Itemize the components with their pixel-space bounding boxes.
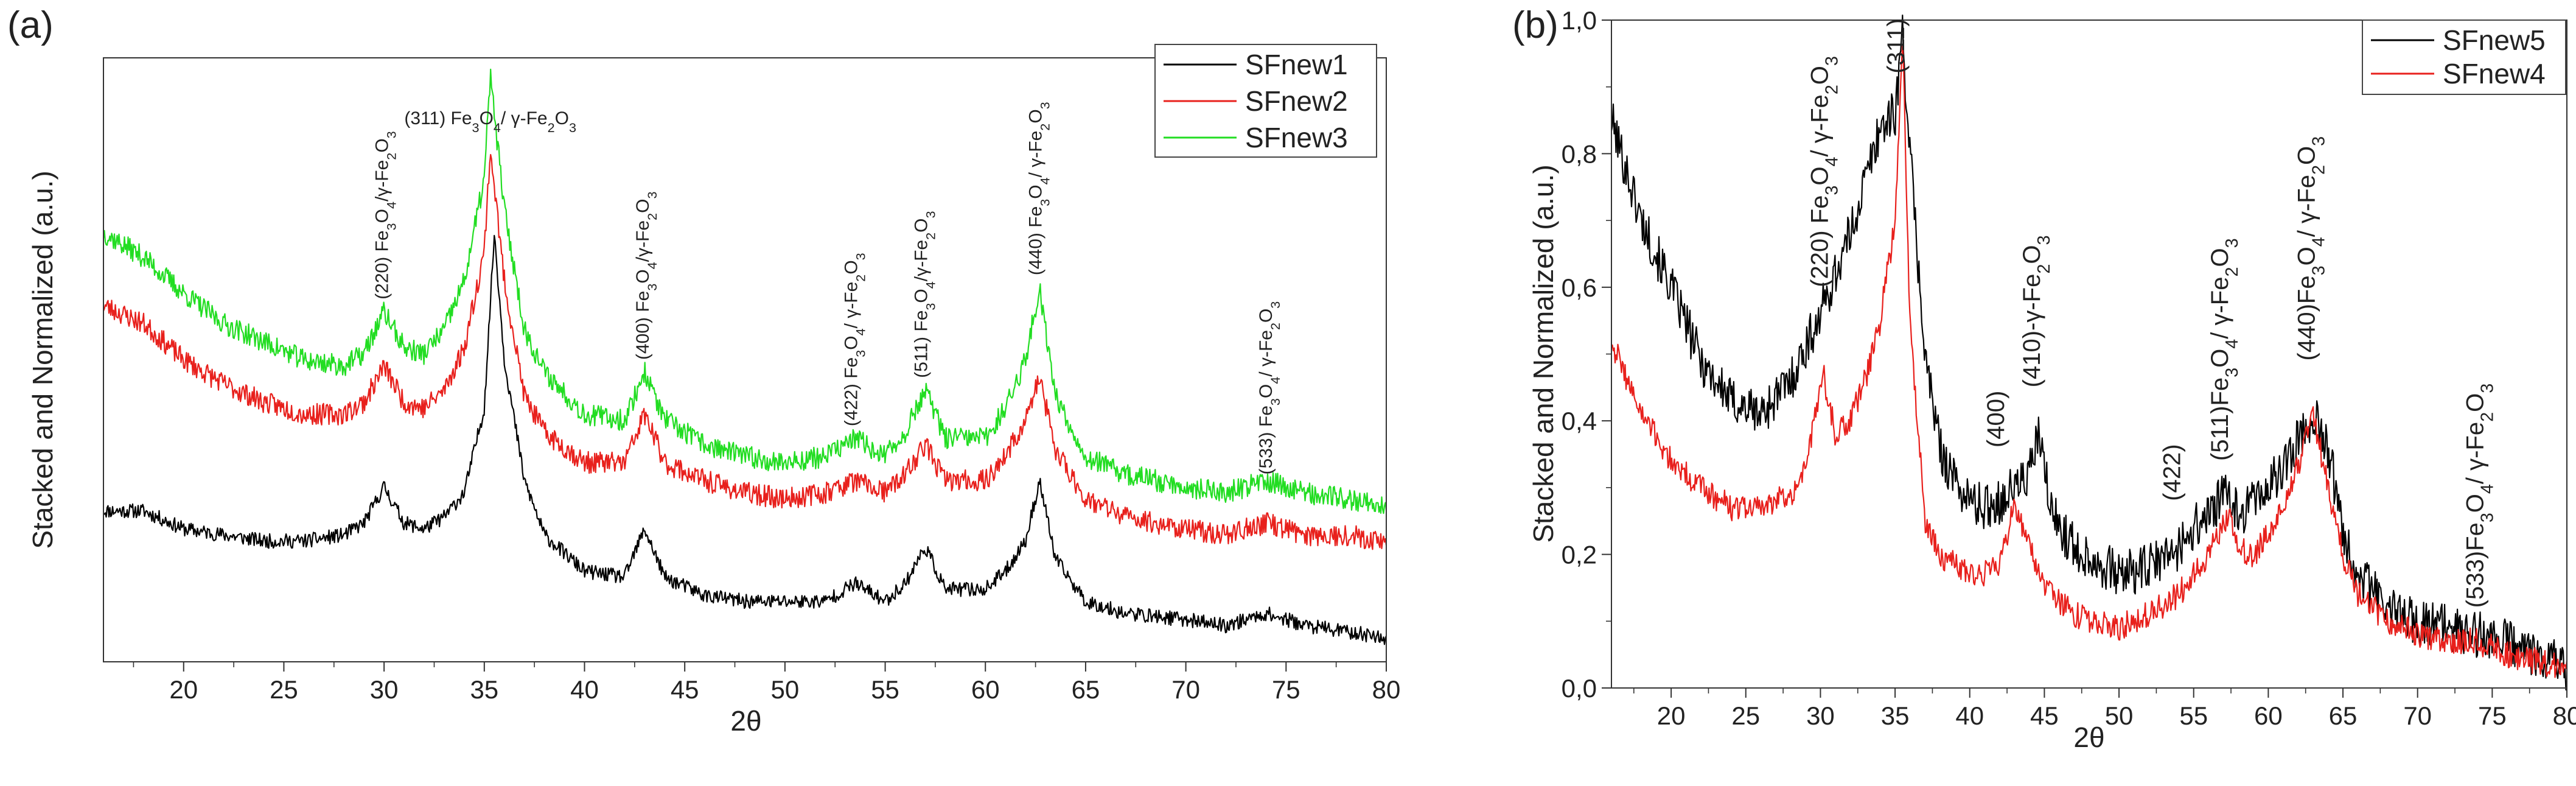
panel-label: (b) [1512, 4, 1559, 46]
x-tick-label: 55 [871, 675, 899, 704]
peak-annotation: (440)Fe3O4/ γ-Fe2O3 [2293, 136, 2328, 361]
y-tick-label: 0,6 [1562, 273, 1597, 302]
x-tick-label: 35 [470, 675, 498, 704]
x-tick-label: 70 [2403, 701, 2432, 730]
legend-box [2362, 19, 2566, 95]
legend: SFnew1 SFnew2 SFnew3 [1154, 44, 1377, 158]
x-tick-label: 35 [1881, 701, 1910, 730]
x-tick-label: 40 [570, 675, 599, 704]
x-tick-label: 45 [2030, 701, 2059, 730]
series-group [102, 68, 1387, 645]
x-axis-title: 2θ [2073, 721, 2104, 753]
x-tick-label: 25 [270, 675, 298, 704]
plot-frame [1611, 19, 2567, 689]
panel-a: (a) 20 25 30 35 40 45 50 55 60 65 70 75 80 2θ Stacked a… [7, 4, 1400, 737]
panel-b: (b) 20 25 30 35 40 45 50 55 60 65 70 75 80 0,0 0,2 0,4 0,… [1512, 4, 2576, 753]
x-tick-label: 70 [1171, 675, 1200, 704]
x-tick-label: 30 [1806, 701, 1835, 730]
x-tick-label: 80 [1372, 675, 1401, 704]
series-line-sfnew2 [102, 153, 1387, 550]
legend-label: SFnew1 [1245, 49, 1348, 80]
peak-annotation: (311) Fe3O4/ γ-Fe2O3 [404, 108, 576, 135]
x-tick-label: 75 [2478, 701, 2507, 730]
x-tick-label: 30 [370, 675, 399, 704]
peak-annotation: (533) Fe3O4/ γ-Fe2O3 [1256, 301, 1283, 475]
y-tick-label: 1,0 [1562, 6, 1597, 35]
x-tick-label: 75 [1272, 675, 1300, 704]
x-tick-label: 50 [771, 675, 800, 704]
legend-label: SFnew3 [1245, 122, 1348, 153]
x-tick-label: 80 [2553, 701, 2576, 730]
y-axis-title: Stacked and Normalized (a.u.) [1527, 164, 1559, 542]
y-axis-title: Stacked and Normalized (a.u.) [27, 170, 58, 549]
x-tick-label: 45 [671, 675, 699, 704]
peak-annotation: (440) Fe3O4/ γ-Fe2O3 [1025, 102, 1052, 275]
peak-annotation: (533)Fe3O4/ γ-Fe2O3 [2462, 384, 2497, 608]
series-line-sfnew1 [103, 234, 1387, 645]
series-line-sfnew4 [1611, 44, 2568, 678]
x-tick-label: 65 [1072, 675, 1100, 704]
y-tick-label: 0,2 [1562, 541, 1597, 569]
x-tick-label: 60 [2254, 701, 2283, 730]
series-line-sfnew3 [102, 68, 1387, 514]
legend-label: SFnew4 [2443, 58, 2546, 89]
legend-label: SFnew5 [2443, 24, 2546, 56]
peak-annotation: (400) Fe3O4/γ-Fe2O3 [633, 192, 660, 360]
peak-annotation: (311) [1883, 18, 1910, 73]
series-group [1610, 14, 2568, 691]
peak-annotation: (422) Fe3O4/ γ-Fe2O3 [841, 253, 868, 426]
peak-annotation: (422) [2159, 444, 2186, 500]
peak-annotation: (511) Fe3O4/γ-Fe2O3 [912, 211, 938, 378]
x-tick-label: 25 [1731, 701, 1760, 730]
legend-label: SFnew2 [1245, 85, 1348, 117]
y-tick-label: 0,0 [1562, 674, 1597, 703]
panel-label: (a) [7, 4, 54, 46]
x-tick-label: 20 [169, 675, 198, 704]
x-tick-label: 55 [2179, 701, 2208, 730]
x-axis-title: 2θ [730, 705, 761, 737]
y-tick-label: 0,4 [1562, 407, 1597, 435]
peak-annotation: (511)Fe3O4/ γ-Fe2O3 [2207, 238, 2242, 461]
x-tick-label: 60 [971, 675, 1000, 704]
peak-annotation: (400) [1983, 391, 2009, 447]
plot-frame [103, 57, 1387, 662]
peak-annotation: (410)-γ-Fe2O3 [2019, 235, 2054, 387]
x-tick-label: 50 [2105, 701, 2134, 730]
x-tick-label: 20 [1657, 701, 1686, 730]
series-line-sfnew5 [1610, 14, 2568, 691]
y-tick-label: 0,8 [1562, 139, 1597, 168]
peak-annotation: (220) Fe3O4/γ-Fe2O3 [372, 131, 399, 299]
x-tick-label: 40 [1955, 701, 1984, 730]
peak-annotation: (220) Fe3O4/ γ-Fe2O3 [1807, 56, 1842, 287]
x-tick-label: 65 [2329, 701, 2358, 730]
